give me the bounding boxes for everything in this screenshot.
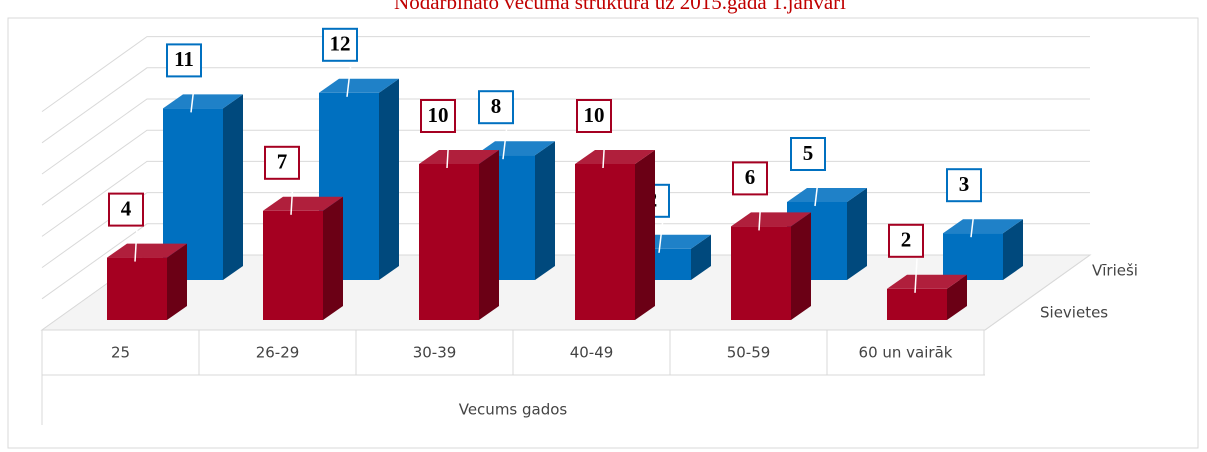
value-label-box [946, 168, 982, 203]
bar [263, 210, 323, 320]
bar-top [943, 219, 1023, 234]
label-leader [290, 180, 294, 215]
bar-top [107, 243, 187, 258]
bar-side [323, 196, 343, 320]
label-leader [346, 62, 352, 97]
label-leader [814, 171, 820, 207]
bar-side [535, 141, 555, 280]
grid-line [41, 192, 1090, 269]
x-axis-label: Vecums gados [459, 401, 568, 419]
label-leader [446, 133, 450, 169]
grid-line [41, 98, 1090, 175]
x-tick-label: 40-49 [570, 344, 614, 362]
value-label-box [420, 99, 456, 133]
grid-line [41, 36, 1090, 113]
legend-label: Vīrieši [1092, 262, 1138, 280]
label-leader [190, 78, 196, 113]
bar-top [263, 196, 343, 211]
x-tick-label: 60 un vairāk [859, 344, 953, 362]
bar-side [223, 94, 243, 281]
value-label-box [478, 90, 514, 125]
bar-side [847, 188, 867, 280]
bar-side [479, 150, 499, 320]
chart-title: Nodarbināto vecuma struktūra uz 2015.gad… [394, 0, 846, 14]
value-label: 6 [745, 165, 756, 189]
value-label: 7 [277, 150, 288, 174]
value-label: 3 [959, 172, 970, 196]
x-tick-label: 25 [111, 344, 130, 362]
bar [575, 164, 635, 320]
bar-side [1003, 219, 1023, 280]
value-label: 4 [121, 196, 132, 220]
bar-side [691, 234, 711, 280]
value-label-box [888, 223, 924, 258]
label-leader [658, 218, 664, 253]
legend-label: Sievietes [1040, 304, 1108, 322]
bar-top [419, 150, 499, 164]
bar-side [635, 150, 655, 320]
value-label: 12 [330, 32, 351, 56]
bar [887, 288, 947, 320]
label-leader [914, 258, 918, 293]
x-tick-label: 50-59 [727, 344, 771, 362]
label-leader [134, 227, 138, 262]
value-label-box [790, 137, 826, 171]
bar-side [791, 212, 811, 320]
bar-side [379, 78, 399, 280]
bar-top [163, 94, 243, 109]
bar-top [887, 274, 967, 289]
label-leader [502, 125, 508, 160]
value-label-box [576, 99, 612, 133]
bar-top [319, 78, 399, 93]
grid-line [41, 67, 1090, 144]
value-label-box [322, 27, 358, 62]
bar [107, 257, 167, 320]
x-tick-label: 30-39 [413, 344, 457, 362]
chart-frame [7, 17, 1199, 449]
x-tick-label: 26-29 [256, 344, 300, 362]
bar-side [167, 243, 187, 320]
value-label-box [732, 161, 768, 196]
label-leader [758, 196, 762, 231]
bar [943, 233, 1003, 280]
label-leader [602, 133, 606, 169]
bar-top [787, 188, 867, 202]
value-label: 10 [428, 103, 449, 127]
bars: 1112825347101062 [107, 27, 1023, 320]
label-leader [970, 203, 976, 238]
value-label: 8 [491, 94, 502, 118]
value-label-box [264, 145, 300, 180]
value-label-box [108, 192, 144, 227]
value-label: 10 [584, 103, 605, 127]
bar-top [575, 150, 655, 164]
bar-side [947, 274, 967, 320]
bar [731, 226, 791, 320]
grid-line [41, 160, 1090, 237]
bar-top [731, 212, 811, 227]
value-label: 2 [901, 228, 912, 252]
axis-edge [984, 254, 1091, 331]
value-label: 11 [174, 47, 194, 71]
bar [419, 164, 479, 320]
value-label-box [166, 43, 202, 78]
grid-line [41, 129, 1090, 206]
value-label: 5 [803, 141, 814, 165]
